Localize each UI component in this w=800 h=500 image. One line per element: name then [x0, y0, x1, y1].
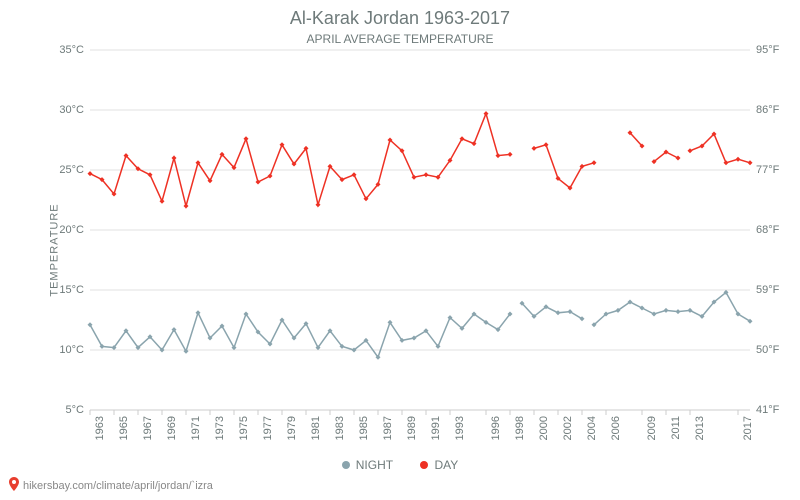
chart-subtitle: APRIL AVERAGE TEMPERATURE [0, 32, 800, 46]
pin-icon [8, 477, 20, 494]
legend-item-day: DAY [420, 458, 458, 472]
y-tick-c: 10°C [44, 344, 90, 356]
chart-title: Al-Karak Jordan 1963-2017 [0, 8, 800, 29]
legend-item-night: NIGHT [342, 458, 393, 472]
y-tick-f: 77°F [750, 164, 796, 176]
x-tick: 2004 [586, 416, 598, 440]
x-tick: 1977 [262, 416, 274, 440]
y-tick-c: 5°C [44, 404, 90, 416]
legend-marker-day [420, 461, 428, 469]
y-tick-f: 68°F [750, 224, 796, 236]
x-tick: 1985 [358, 416, 370, 440]
x-tick: 1971 [190, 416, 202, 440]
x-tick: 1981 [310, 416, 322, 440]
y-tick-f: 41°F [750, 404, 796, 416]
legend: NIGHT DAY [0, 458, 800, 472]
x-tick: 1991 [430, 416, 442, 440]
y-tick-f: 50°F [750, 344, 796, 356]
x-tick: 2006 [610, 416, 622, 440]
y-axis-label: TEMPERATURE [49, 203, 61, 296]
x-tick: 1973 [214, 416, 226, 440]
x-tick: 1993 [454, 416, 466, 440]
plot-area: 5°C41°F10°C50°F15°C59°F20°C68°F25°C77°F3… [90, 50, 750, 410]
x-tick: 1975 [238, 416, 250, 440]
x-tick: 2009 [646, 416, 658, 440]
x-tick: 2013 [694, 416, 706, 440]
legend-label-night: NIGHT [356, 458, 393, 472]
x-tick: 1969 [166, 416, 178, 440]
x-tick: 1983 [334, 416, 346, 440]
x-tick: 2000 [538, 416, 550, 440]
y-tick-c: 25°C [44, 164, 90, 176]
y-tick-f: 59°F [750, 284, 796, 296]
x-tick: 1967 [142, 416, 154, 440]
lines-svg [90, 50, 750, 410]
legend-label-day: DAY [434, 458, 458, 472]
y-tick-f: 95°F [750, 44, 796, 56]
attribution: hikersbay.com/climate/april/jordan/`izra [8, 477, 213, 494]
attribution-text: hikersbay.com/climate/april/jordan/`izra [23, 480, 213, 492]
x-tick: 2011 [670, 416, 682, 440]
x-tick: 1996 [490, 416, 502, 440]
x-tick: 1963 [94, 416, 106, 440]
chart-container: Al-Karak Jordan 1963-2017 APRIL AVERAGE … [0, 0, 800, 500]
x-tick: 1979 [286, 416, 298, 440]
y-tick-c: 20°C [44, 224, 90, 236]
x-tick: 2017 [742, 416, 754, 440]
y-tick-c: 15°C [44, 284, 90, 296]
x-tick: 1987 [382, 416, 394, 440]
x-tick: 1965 [118, 416, 130, 440]
y-tick-c: 30°C [44, 104, 90, 116]
x-tick: 1989 [406, 416, 418, 440]
y-tick-f: 86°F [750, 104, 796, 116]
x-tick: 1998 [514, 416, 526, 440]
legend-marker-night [342, 461, 350, 469]
x-tick: 2002 [562, 416, 574, 440]
y-tick-c: 35°C [44, 44, 90, 56]
